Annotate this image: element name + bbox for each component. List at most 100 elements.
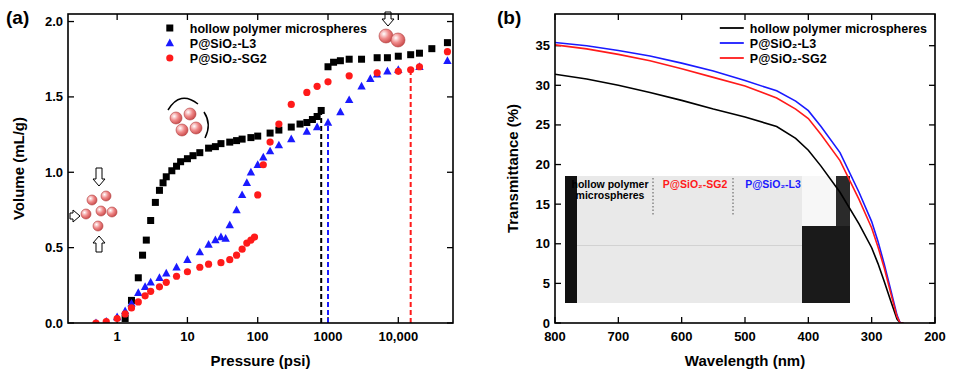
data-point — [318, 107, 325, 114]
inset-photo: hollow polymermicrospheresP@SiO₂-SG2P@Si… — [565, 176, 850, 303]
data-point — [172, 263, 180, 271]
series-1 — [92, 56, 452, 323]
y-tick — [68, 21, 74, 22]
data-point — [239, 136, 246, 143]
data-point — [357, 82, 365, 90]
x-tick-top — [327, 14, 328, 20]
data-point — [288, 124, 295, 131]
sphere-icon — [184, 108, 196, 120]
sphere-icon — [190, 122, 202, 134]
data-point — [160, 179, 167, 186]
x-tick-label: 10 — [180, 329, 194, 344]
data-point — [444, 48, 451, 55]
data-point — [266, 139, 273, 146]
x-tick — [187, 317, 188, 323]
data-point — [337, 57, 344, 64]
panel-label: (a) — [6, 7, 29, 28]
y-tick-right — [447, 21, 453, 22]
data-point — [189, 152, 196, 159]
data-point — [416, 50, 423, 57]
x-tick-label: 1000 — [314, 329, 343, 344]
data-point — [428, 45, 435, 52]
series-line — [555, 74, 903, 323]
legend-swatch — [720, 27, 744, 29]
reference-line — [320, 110, 322, 323]
x-tick-label: 300 — [861, 329, 883, 344]
y-tick-right — [929, 243, 935, 244]
legend-label: hollow polymer microspheres — [750, 22, 927, 36]
data-point — [135, 298, 142, 305]
data-point — [330, 59, 337, 66]
legend: hollow polymer microspheresP@SiO₂-L3P@Si… — [166, 22, 367, 66]
data-point — [395, 53, 402, 60]
reference-line — [410, 70, 412, 323]
data-point — [139, 252, 146, 259]
data-point — [163, 173, 170, 180]
data-point — [287, 135, 295, 143]
data-point — [142, 292, 149, 299]
series-line — [555, 45, 903, 323]
data-point — [156, 187, 163, 194]
data-point — [303, 89, 310, 96]
x-tick — [871, 317, 872, 323]
x-tick-top — [116, 14, 117, 20]
data-point — [162, 269, 170, 277]
y-axis-label: Transmittance (%) — [504, 104, 521, 233]
data-point — [346, 56, 353, 63]
x-tick-label: 200 — [924, 329, 946, 344]
x-axis-label: Wavelength (nm) — [685, 352, 805, 369]
y-tick-label: 0.5 — [45, 240, 63, 255]
x-tick — [808, 317, 809, 323]
x-tick — [257, 317, 258, 323]
inset-label: microspheres — [576, 189, 645, 201]
sphere-icon — [101, 191, 111, 201]
x-tick-top — [398, 14, 399, 20]
panel-1: (b)80070060050040030020005101520253035Wa… — [497, 7, 946, 369]
y-tick — [555, 283, 561, 284]
data-point — [196, 149, 203, 156]
x-tick-label: 700 — [607, 329, 629, 344]
arrow-icon — [70, 210, 80, 222]
y-tick — [555, 85, 561, 86]
data-point — [226, 139, 233, 146]
data-point — [254, 133, 261, 140]
sphere-icon — [176, 124, 188, 136]
legend-swatch — [720, 42, 744, 44]
data-point — [226, 256, 233, 263]
data-point — [415, 62, 423, 70]
y-tick-right — [929, 204, 935, 205]
data-point — [135, 274, 142, 281]
sphere-icon — [93, 221, 103, 231]
data-point — [217, 140, 224, 147]
legend-label: P@SiO₂-L3 — [190, 37, 256, 51]
y-tick-right — [929, 164, 935, 165]
legend-swatch — [166, 54, 173, 61]
data-point — [238, 190, 246, 198]
data-point — [366, 74, 374, 82]
inset-separator — [653, 178, 654, 216]
data-point — [156, 283, 163, 290]
y-tick-label: 1.5 — [45, 89, 63, 104]
x-tick-top — [871, 14, 872, 20]
legend-swatch — [166, 25, 173, 32]
sphere-icon — [96, 206, 106, 216]
legend-swatch — [166, 39, 174, 47]
y-tick-right — [929, 85, 935, 86]
y-tick-label: 25 — [536, 117, 550, 132]
y-tick — [68, 96, 74, 97]
data-point — [444, 39, 451, 46]
x-tick — [398, 317, 399, 323]
plot-area — [92, 39, 452, 323]
x-tick — [681, 317, 682, 323]
x-tick-label: 500 — [734, 329, 756, 344]
legend: hollow polymer microspheresP@SiO₂-L3P@Si… — [720, 22, 927, 66]
data-point — [163, 279, 170, 286]
data-point — [267, 130, 274, 137]
data-point — [221, 234, 229, 242]
figure: (a)110100100010,0000.00.51.01.52.0Pressu… — [0, 0, 955, 379]
data-point — [243, 178, 251, 186]
data-point — [374, 54, 381, 61]
x-tick-top — [618, 14, 619, 20]
sphere-icon — [87, 195, 97, 205]
series-1 — [555, 43, 903, 323]
